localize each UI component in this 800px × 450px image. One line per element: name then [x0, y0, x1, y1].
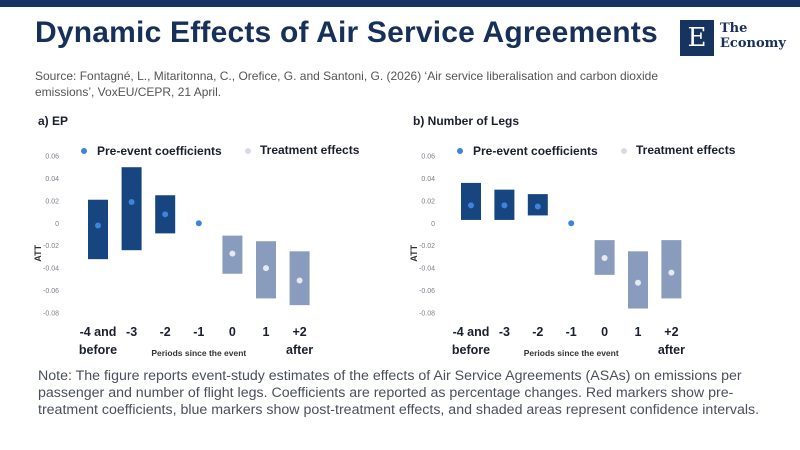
panel-a-x-axis-title: Periods since the event — [151, 348, 246, 358]
panel-b-x-tick-label-3: -1 — [566, 325, 577, 339]
panel-a-x-tick-label-0: before — [79, 343, 117, 357]
panel-b-x-tick-label-6: after — [658, 343, 685, 357]
panel-b-ci-bar-0 — [461, 182, 481, 220]
panel-a-estimate-point-0 — [95, 222, 101, 229]
panel-b-legend-pre-marker — [457, 148, 463, 154]
panel-a-estimate-point-4 — [229, 250, 236, 257]
panel-b-y-tick-label: -0.04 — [419, 266, 435, 273]
panel-a-legend-post-label: Treatment effects — [260, 143, 360, 157]
panel-a-x-tick-label-6: after — [286, 343, 313, 357]
panel-b-y-tick-label: 0.06 — [421, 154, 435, 161]
panel-a-x-tick-label-5: 1 — [263, 325, 270, 339]
panel-b-x-tick-label-0: -4 and — [453, 325, 490, 339]
panel-b-ci-bar-6 — [661, 240, 682, 299]
panel-a-x-tick-label-1: -3 — [126, 325, 137, 339]
panel-b-y-tick-label: -0.08 — [419, 311, 435, 318]
logo-line-2: Economy — [720, 36, 786, 51]
panel-a-estimate-point-1 — [128, 198, 135, 205]
panel-b-y-axis-title: ATT — [409, 244, 419, 261]
panel-b-x-axis-title: Periods since the event — [524, 348, 619, 358]
panel-a-y-tick-label: 0.04 — [45, 176, 59, 183]
panel-a-legend-pre-label: Pre-event coefficients — [97, 144, 222, 158]
panel-b-y-tick-label: 0.04 — [421, 176, 435, 183]
logo-letter: E — [680, 20, 714, 56]
panel-b-y-tick-label: -0.02 — [419, 243, 435, 250]
panel-a-estimate-point-5 — [263, 265, 269, 272]
panel-a-label: a) EP — [38, 114, 69, 128]
panel-a-legend-post-marker — [245, 148, 251, 154]
panel-a-ci-bar-0 — [88, 199, 108, 260]
panel-a-estimate-point-2 — [162, 211, 169, 218]
panel-b-x-tick-label-6: +2 — [664, 325, 678, 339]
panel-b-x-tick-label-2: -2 — [532, 325, 543, 339]
panel-b-x-tick-label-4: 0 — [601, 325, 608, 339]
panel-a-y-tick-label: -0.06 — [43, 288, 59, 295]
panel-b-label: b) Number of Legs — [413, 114, 520, 128]
panel-a-x-tick-label-3: -1 — [193, 325, 204, 339]
panel-b-estimate-point-2 — [534, 203, 541, 210]
logo-line-1: The — [720, 21, 748, 36]
panel-b-legend-pre-label: Pre-event coefficients — [473, 144, 598, 158]
panel-b-estimate-point-0 — [468, 202, 474, 209]
panel-b-x-tick-label-5: 1 — [635, 325, 642, 339]
panel-b-legend-post-marker — [621, 148, 627, 154]
panel-a-legend-pre-marker — [81, 148, 87, 154]
panel-a-estimate-point-6 — [296, 277, 303, 284]
figure-note: Note: The figure reports event-study est… — [38, 368, 760, 418]
panel-a-x-tick-label-2: -2 — [160, 325, 171, 339]
panel-a-x-tick-label-0: -4 and — [80, 325, 117, 339]
source-citation: Source: Fontagné, L., Mitaritonna, C., O… — [35, 69, 658, 99]
the-economy-logo[interactable]: E The Economy — [680, 20, 790, 60]
panel-a-ci-bar-1 — [121, 167, 142, 251]
panel-b-estimate-point-1 — [501, 202, 508, 209]
panel-a-y-tick-label: 0.02 — [45, 198, 59, 205]
panel-a-x-tick-label-6: +2 — [292, 325, 306, 339]
panel-a-estimate-point-3 — [195, 220, 202, 227]
panel-a-y-tick-label: -0.04 — [43, 266, 59, 273]
panel-b-estimate-point-4 — [601, 255, 608, 262]
panel-b-y-tick-label: 0.02 — [421, 198, 435, 205]
panel-a-y-tick-label: -0.02 — [43, 243, 59, 250]
panel-a-y-tick-label: 0.06 — [45, 154, 59, 161]
top-accent-bar — [0, 0, 800, 7]
panel-b-estimate-point-5 — [635, 279, 641, 286]
logo-wordmark: The Economy — [720, 21, 786, 51]
panel-a-y-tick-label: -0.08 — [43, 311, 59, 318]
panel-b-y-tick-label: 0 — [431, 221, 435, 228]
panel-a-y-tick-label: 0 — [55, 221, 59, 228]
panel-a-y-axis-title: ATT — [33, 244, 43, 261]
page-title: Dynamic Effects of Air Service Agreement… — [35, 16, 658, 49]
panel-b-x-tick-label-0: before — [452, 343, 490, 357]
panel-b-y-tick-label: -0.06 — [419, 288, 435, 295]
panel-b-estimate-point-3 — [568, 220, 575, 227]
panel-b-legend-post-label: Treatment effects — [636, 143, 736, 157]
panel-b-x-tick-label-1: -3 — [499, 325, 510, 339]
panel-b-estimate-point-6 — [668, 269, 675, 276]
panel-a-x-tick-label-4: 0 — [229, 325, 236, 339]
